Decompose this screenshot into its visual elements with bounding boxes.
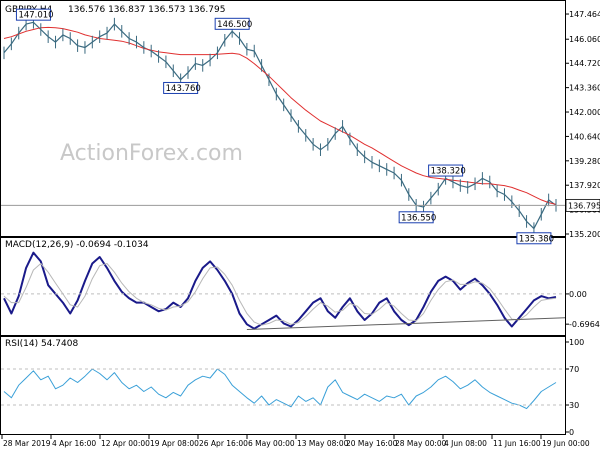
y-tick-label-1: 146.060 — [569, 35, 600, 44]
y-tick-label-2: 30 — [569, 401, 579, 410]
x-tick-label-7: 20 May 16:00 — [346, 439, 398, 448]
y-tick-label-2: 144.720 — [569, 59, 600, 68]
annotation-box-1 — [214, 17, 250, 30]
price-axis: 147.464 146.060 144.720 143.360 142.000 140.6… — [565, 10, 600, 239]
macd-series-layer — [3, 251, 566, 331]
y-tick-label-7: 137.920 — [569, 181, 600, 190]
rsi-title: RSI(14) 54.7408 — [5, 339, 78, 349]
annotation-label-2: 143.760 — [166, 84, 201, 94]
y-tick-label-9: 135.200 — [569, 230, 600, 239]
macd-axis: 0.00 -0.6964 — [1, 290, 600, 329]
y-tick-label-4: 142.000 — [569, 108, 600, 117]
rsi-line — [3, 368, 557, 410]
x-tick-label-4: 26 Apr 16:00 — [199, 439, 248, 448]
annotation-box-2 — [163, 81, 199, 94]
y-tick-label-0: 0.00 — [569, 290, 587, 299]
macd-panel-frame — [0, 237, 566, 336]
y-tick-label-6: 139.280 — [569, 157, 600, 166]
annotation-label-3: 138.320 — [431, 167, 466, 177]
x-tick-label-0: 28 Mar 2019 — [3, 439, 51, 448]
watermark: ActionForex.com — [60, 141, 243, 166]
y-tick-label-5: 140.640 — [569, 132, 600, 141]
macd-line — [3, 251, 557, 330]
rsi-panel-frame — [0, 336, 566, 435]
price-line — [3, 21, 557, 230]
annotation-label-5: 135.380 — [519, 234, 554, 244]
x-tick-label-2: 12 Apr 00:00 — [101, 439, 150, 448]
x-tick-label-3: 19 Apr 08:00 — [150, 439, 199, 448]
x-tick-label-6: 13 May 08:00 — [297, 439, 349, 448]
x-tick-label-1: 4 Apr 16:00 — [52, 439, 96, 448]
x-tick-label-8: 28 May 00:00 — [395, 439, 447, 448]
annotation-label-4: 136.550 — [401, 213, 436, 223]
current-price-label: 136.795 — [568, 201, 600, 210]
annotation-box-3 — [428, 164, 464, 177]
annotation-label-0: 147.010 — [18, 11, 53, 21]
y-tick-label-1: -0.6964 — [569, 320, 600, 329]
y-tick-label-3: 143.360 — [569, 84, 600, 93]
price-annotations: 147.010 146.500 143.760 138.320 136.550 135.3… — [15, 8, 554, 245]
macd-title: MACD(12,26,9) -0.0694 -0.1034 — [5, 240, 149, 250]
y-tick-label-3: 0 — [569, 428, 574, 437]
x-tick-label-10: 11 Jun 16:00 — [493, 439, 541, 448]
y-tick-label-0: 147.464 — [569, 10, 600, 19]
time-axis: 28 Mar 2019 4 Apr 16:00 12 Apr 00:00 19 Apr… — [1, 435, 590, 448]
moving-average-line — [3, 26, 557, 205]
macd-trendline — [246, 317, 566, 331]
macd-signal-line — [3, 263, 557, 326]
price-series-layer — [1, 16, 565, 235]
x-tick-label-11: 19 Jun 00:00 — [542, 439, 590, 448]
annotation-label-1: 146.500 — [217, 20, 252, 30]
y-tick-label-1: 70 — [569, 365, 579, 374]
ohlc-readout: 136.576 136.837 136.573 136.795 — [68, 5, 225, 15]
x-tick-label-5: 6 May 00:00 — [248, 439, 295, 448]
y-tick-label-0: 100 — [569, 338, 584, 347]
annotation-box-4 — [398, 211, 434, 224]
annotation-box-5 — [516, 232, 552, 245]
current-price-box — [565, 198, 600, 212]
price-panel-frame — [0, 0, 566, 237]
rsi-series-layer — [3, 368, 557, 410]
annotation-box-0 — [15, 8, 51, 21]
rsi-axis: 100 70 30 0 — [1, 338, 584, 437]
x-tick-label-9: 4 Jun 08:00 — [444, 439, 487, 448]
